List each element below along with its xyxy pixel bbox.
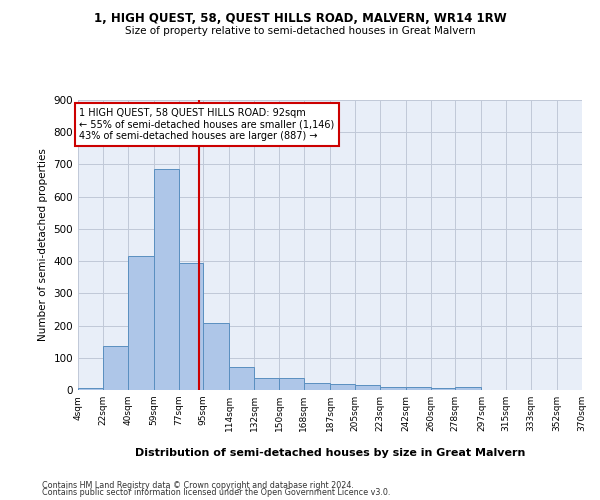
Text: Contains HM Land Registry data © Crown copyright and database right 2024.: Contains HM Land Registry data © Crown c… bbox=[42, 480, 354, 490]
Bar bbox=[304, 383, 330, 390]
Bar bbox=[154, 170, 179, 390]
Bar bbox=[406, 387, 431, 390]
Bar bbox=[128, 256, 154, 390]
Text: 1, HIGH QUEST, 58, QUEST HILLS ROAD, MALVERN, WR14 1RW: 1, HIGH QUEST, 58, QUEST HILLS ROAD, MAL… bbox=[94, 12, 506, 26]
Bar bbox=[254, 378, 279, 390]
Text: Contains public sector information licensed under the Open Government Licence v3: Contains public sector information licen… bbox=[42, 488, 391, 497]
Bar bbox=[203, 324, 229, 390]
Text: Distribution of semi-detached houses by size in Great Malvern: Distribution of semi-detached houses by … bbox=[135, 448, 525, 458]
Text: Size of property relative to semi-detached houses in Great Malvern: Size of property relative to semi-detach… bbox=[125, 26, 475, 36]
Bar bbox=[455, 387, 481, 390]
Bar bbox=[330, 384, 355, 390]
Bar bbox=[229, 367, 254, 390]
Y-axis label: Number of semi-detached properties: Number of semi-detached properties bbox=[38, 148, 48, 342]
Bar bbox=[279, 378, 304, 390]
Bar bbox=[355, 386, 380, 390]
Bar bbox=[103, 346, 128, 390]
Bar bbox=[380, 387, 406, 390]
Text: 1 HIGH QUEST, 58 QUEST HILLS ROAD: 92sqm
← 55% of semi-detached houses are small: 1 HIGH QUEST, 58 QUEST HILLS ROAD: 92sqm… bbox=[79, 108, 335, 142]
Bar bbox=[78, 388, 103, 390]
Bar bbox=[431, 388, 455, 390]
Bar bbox=[179, 262, 203, 390]
